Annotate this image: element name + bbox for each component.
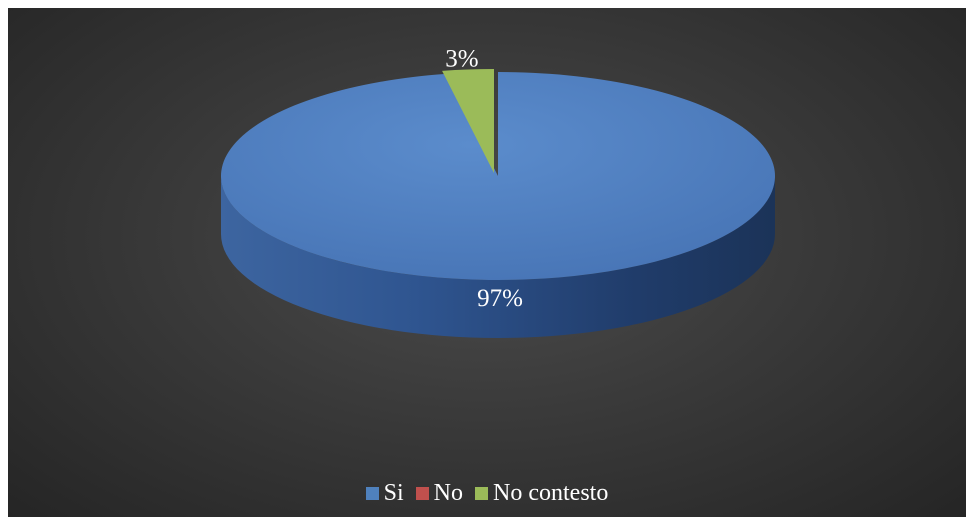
legend-swatch	[415, 487, 429, 500]
legend-swatch	[475, 487, 489, 500]
pie-slice-no-contesto	[442, 69, 494, 173]
legend-label: No	[433, 480, 464, 506]
legend-label: Si	[383, 480, 404, 506]
legend-item-si: Si	[365, 480, 404, 507]
pie-side-wall	[221, 176, 775, 338]
data-label-si: 97%	[477, 285, 523, 312]
pie-slice-si	[220, 72, 775, 280]
chart-area: 97% 3% Si No No contesto	[8, 8, 966, 517]
pie-chart: 97% 3%	[220, 45, 775, 338]
legend-label: No contesto	[493, 480, 609, 506]
legend-item-no-contesto: No contesto	[475, 480, 608, 507]
legend-item-no: No	[415, 480, 464, 507]
legend: Si No No contesto	[8, 480, 966, 507]
legend-swatch	[365, 487, 379, 500]
data-label-no-contesto: 3%	[445, 45, 478, 72]
